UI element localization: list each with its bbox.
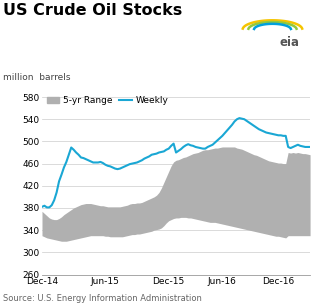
Text: Source: U.S. Energy Information Administration: Source: U.S. Energy Information Administ… xyxy=(3,294,202,303)
Legend: 5-yr Range, Weekly: 5-yr Range, Weekly xyxy=(47,96,169,105)
Text: US Crude Oil Stocks: US Crude Oil Stocks xyxy=(3,3,182,18)
Text: eia: eia xyxy=(279,36,299,49)
Text: million  barrels: million barrels xyxy=(3,73,71,82)
